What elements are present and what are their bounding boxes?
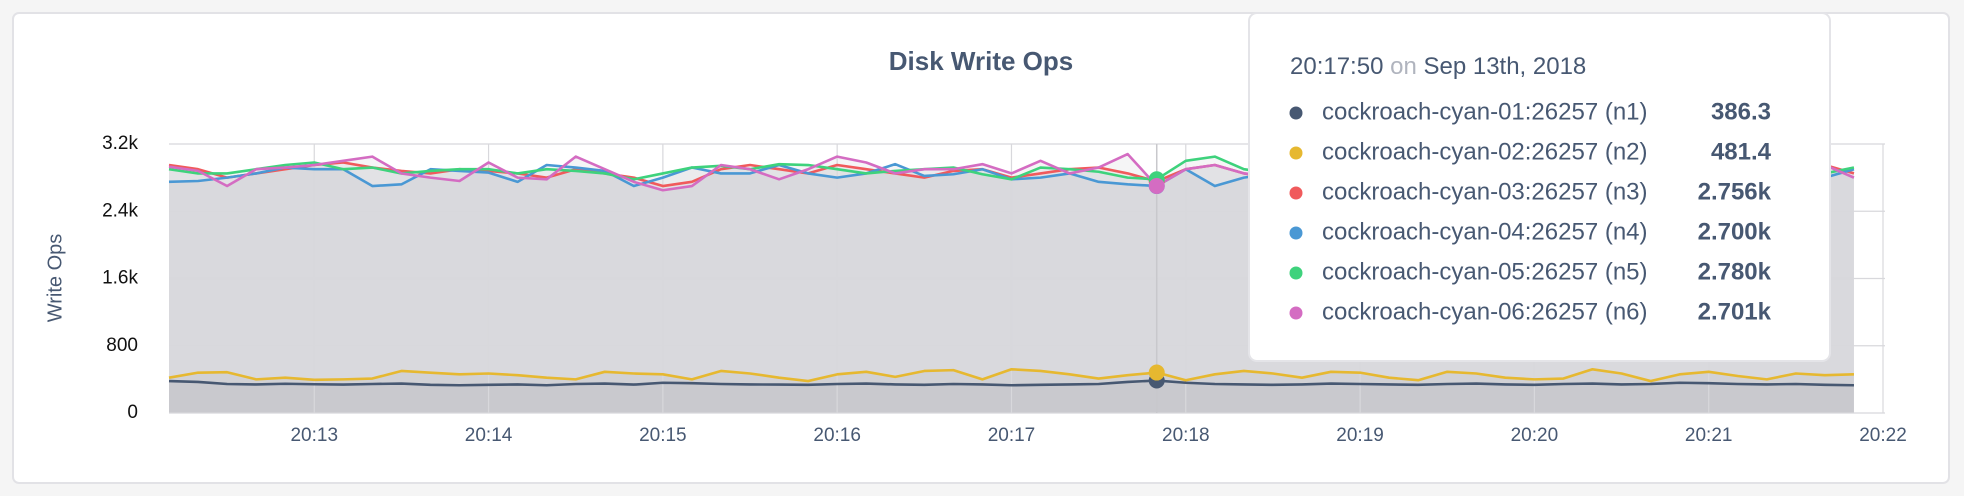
x-tick-label: 20:17 [988, 425, 1036, 446]
hover-dot [1148, 177, 1165, 194]
y-tick-label: 1.6k [102, 268, 138, 289]
tooltip-value: 2.701k [1698, 298, 1772, 325]
legend-dot [1289, 266, 1303, 280]
tooltip-value: 481.4 [1711, 138, 1772, 165]
tooltip-connector: on [1390, 53, 1417, 80]
x-tick-label: 20:18 [1162, 425, 1210, 446]
y-axis-title: Write Ops [44, 234, 66, 323]
legend-dot [1289, 146, 1303, 160]
tooltip: 20:17:50 on Sep 13th, 2018 cockroach-cya… [1248, 12, 1831, 362]
x-tick-label: 20:15 [639, 425, 687, 446]
legend-label: cockroach-cyan-01:26257 (n1) [1322, 98, 1648, 125]
series-line [168, 367, 1854, 383]
legend-dot [1289, 306, 1303, 320]
tooltip-value: 2.700k [1698, 218, 1772, 245]
y-tick-label: 2.4k [102, 200, 138, 221]
tooltip-value: 386.3 [1711, 98, 1771, 125]
tooltip-date: Sep 13th, 2018 [1423, 53, 1586, 80]
x-tick-label: 20:14 [465, 425, 513, 446]
x-tick-label: 20:22 [1859, 425, 1907, 446]
tooltip-value: 2.756k [1698, 178, 1772, 205]
tooltip-box [1248, 12, 1831, 362]
y-tick-label: 0 [127, 402, 138, 423]
legend-dot [1289, 186, 1303, 200]
x-tick-label: 20:19 [1336, 425, 1384, 446]
chart-title: Disk Write Ops [889, 46, 1073, 76]
x-tick-label: 20:20 [1511, 425, 1559, 446]
hover-dot [1148, 364, 1165, 381]
tooltip-header: 20:17:50 on Sep 13th, 2018 [1290, 53, 1586, 80]
series-line [168, 379, 1854, 387]
legend-label: cockroach-cyan-05:26257 (n5) [1322, 258, 1648, 285]
tooltip-time: 20:17:50 [1290, 53, 1383, 80]
x-tick-label: 20:13 [290, 425, 338, 446]
legend-dot [1289, 226, 1303, 240]
legend-label: cockroach-cyan-02:26257 (n2) [1322, 138, 1648, 165]
tooltip-value: 2.780k [1698, 258, 1772, 285]
y-tick-label: 3.2k [102, 133, 138, 154]
legend-label: cockroach-cyan-04:26257 (n4) [1322, 218, 1648, 245]
legend-label: cockroach-cyan-03:26257 (n3) [1322, 178, 1648, 205]
x-tick-label: 20:16 [813, 425, 861, 446]
legend-label: cockroach-cyan-06:26257 (n6) [1322, 298, 1648, 325]
x-tick-label: 20:21 [1685, 425, 1733, 446]
y-tick-label: 800 [106, 335, 138, 356]
legend-dot [1289, 106, 1303, 120]
